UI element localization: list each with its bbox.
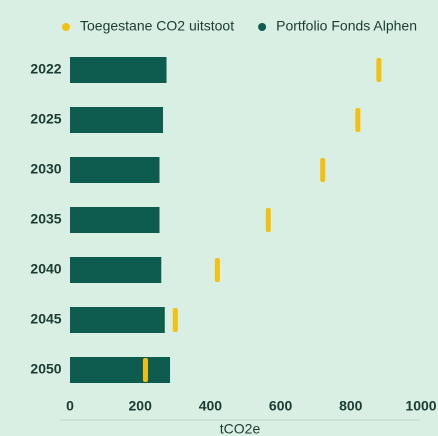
y-tick-label: 2022 [30,61,61,77]
legend-label: Portfolio Fonds Alphen [276,18,417,34]
x-tick-label: 200 [129,398,153,414]
x-tick-label: 0 [66,398,74,414]
marker [376,58,382,82]
y-tick-label: 2030 [30,161,61,177]
y-tick-label: 2035 [30,211,61,227]
marker [172,308,178,332]
marker [214,258,220,282]
x-tick-label: 1000 [405,398,436,414]
legend-swatch [258,23,267,31]
x-tick-label: 400 [199,398,223,414]
marker [142,358,148,382]
legend-label: Toegestane CO2 uitstoot [80,18,234,34]
bar [70,307,165,333]
y-tick-label: 2040 [30,261,61,277]
bar [70,357,171,383]
x-tick-label: 800 [339,398,363,414]
bar [70,257,162,283]
bar [70,57,167,83]
bar [70,107,164,133]
y-tick-label: 2045 [30,311,61,327]
y-tick-label: 2025 [30,111,61,127]
marker [320,158,326,182]
bar [70,207,160,233]
y-tick-label: 2050 [30,361,61,377]
x-tick-label: 600 [269,398,293,414]
x-axis-label: tCO2e [220,421,261,436]
bar [70,157,160,183]
marker [355,108,361,132]
legend-swatch [62,23,70,31]
marker [265,208,271,232]
